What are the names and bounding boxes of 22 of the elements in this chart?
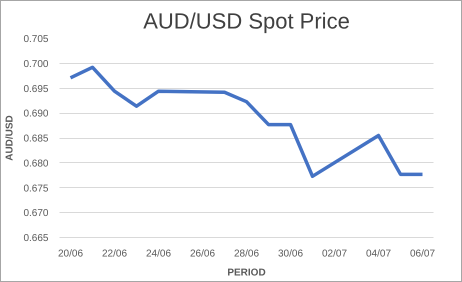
line-series	[68, 66, 424, 178]
x-tick-label: 26/06	[190, 248, 216, 260]
x-tick-label: 02/07	[322, 248, 348, 260]
y-tick-label: 0.690	[23, 108, 49, 120]
x-axis-title: PERIOD	[227, 268, 266, 278]
y-tick-label: 0.685	[23, 134, 49, 144]
x-tick-label: 22/06	[102, 248, 128, 260]
y-tick-label: 0.665	[23, 233, 49, 244]
y-tick-label: 0.695	[23, 84, 49, 95]
y-tick-label: 0.705	[23, 34, 49, 45]
x-tick-label: 06/07	[410, 248, 436, 260]
x-tick-label: 24/06	[146, 248, 172, 260]
x-tick-label: 28/06	[234, 248, 260, 260]
y-tick-label: 0.700	[23, 58, 49, 70]
y-tick-label: 0.680	[23, 158, 49, 170]
chart-title: AUD/USD Spot Price	[143, 8, 350, 34]
y-tick-label: 0.675	[23, 183, 49, 194]
x-tick-label: 20/06	[58, 248, 84, 260]
y-axis-title: AUD/USD	[4, 115, 16, 161]
x-tick-label: 04/07	[366, 248, 392, 260]
x-tick-label: 30/06	[278, 248, 304, 260]
y-tick-label: 0.670	[23, 208, 49, 220]
